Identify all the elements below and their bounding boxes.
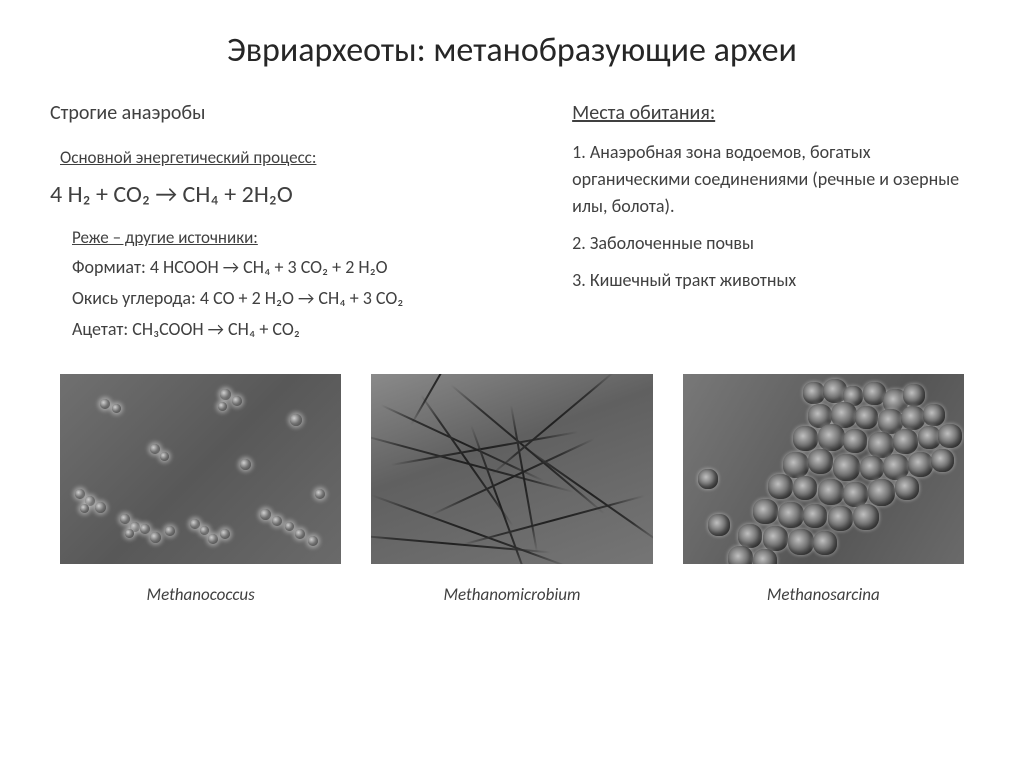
- organism-block: Methanomicrobium: [371, 374, 652, 605]
- microscopy-methanomicrobium: [371, 374, 652, 564]
- microscopy-row: Methanococcus Methanomicrobium: [50, 374, 974, 605]
- caption: Methanococcus: [147, 584, 255, 605]
- process-label: Основной энергетический процесс:: [60, 147, 512, 168]
- subtitle: Строгие анаэробы: [50, 101, 512, 125]
- habitat-item: 3. Кишечный тракт животных: [572, 267, 974, 294]
- right-column: Места обитания: 1. Анаэробная зона водое…: [572, 101, 974, 349]
- page-title: Эвриархеоты: метанобразующие археи: [50, 30, 974, 71]
- microscopy-methanosarcina: [683, 374, 964, 564]
- equation-co: Окись углерода: 4 CO + 2 H₂O → CH₄ + 3 C…: [72, 287, 512, 309]
- equation-formate: Формиат: 4 HCOOH → CH₄ + 3 CO₂ + 2 H₂O: [72, 256, 512, 278]
- habitat-item: 2. Заболоченные почвы: [572, 230, 974, 257]
- organism-block: Methanosarcina: [683, 374, 964, 605]
- microscopy-methanococcus: [60, 374, 341, 564]
- caption: Methanosarcina: [767, 584, 880, 605]
- content-columns: Строгие анаэробы Основной энергетический…: [50, 101, 974, 349]
- other-sources-label: Реже – другие источники:: [72, 227, 512, 248]
- equation-acetate: Ацетат: CH₃COOH → CH₄ + CO₂: [72, 318, 512, 340]
- main-equation: 4 H₂ + CO₂ → CH₄ + 2H₂O: [50, 180, 512, 209]
- habitat-title: Места обитания:: [572, 101, 974, 125]
- organism-block: Methanococcus: [60, 374, 341, 605]
- left-column: Строгие анаэробы Основной энергетический…: [50, 101, 512, 349]
- habitat-item: 1. Анаэробная зона водоемов, богатых орг…: [572, 139, 974, 220]
- caption: Methanomicrobium: [443, 584, 580, 605]
